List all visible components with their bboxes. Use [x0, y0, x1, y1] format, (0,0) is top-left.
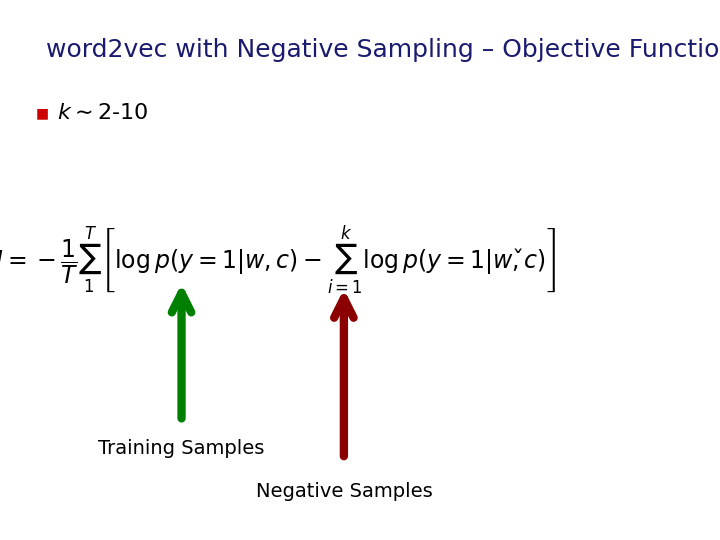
Text: Negative Samples: Negative Samples [256, 482, 432, 501]
Text: ■: ■ [35, 106, 48, 120]
Text: word2vec with Negative Sampling – Objective Function: word2vec with Negative Sampling – Object… [46, 38, 720, 62]
Text: $J = -\dfrac{1}{T}\sum_{1}^{T}\left[\log p(y=1|w,c) - \sum_{i=1}^{k}\log p(y=1|w: $J = -\dfrac{1}{T}\sum_{1}^{T}\left[\log… [0, 223, 556, 295]
Text: $k \sim 2\text{-}10$: $k \sim 2\text{-}10$ [57, 103, 148, 124]
Text: Training Samples: Training Samples [99, 438, 265, 458]
